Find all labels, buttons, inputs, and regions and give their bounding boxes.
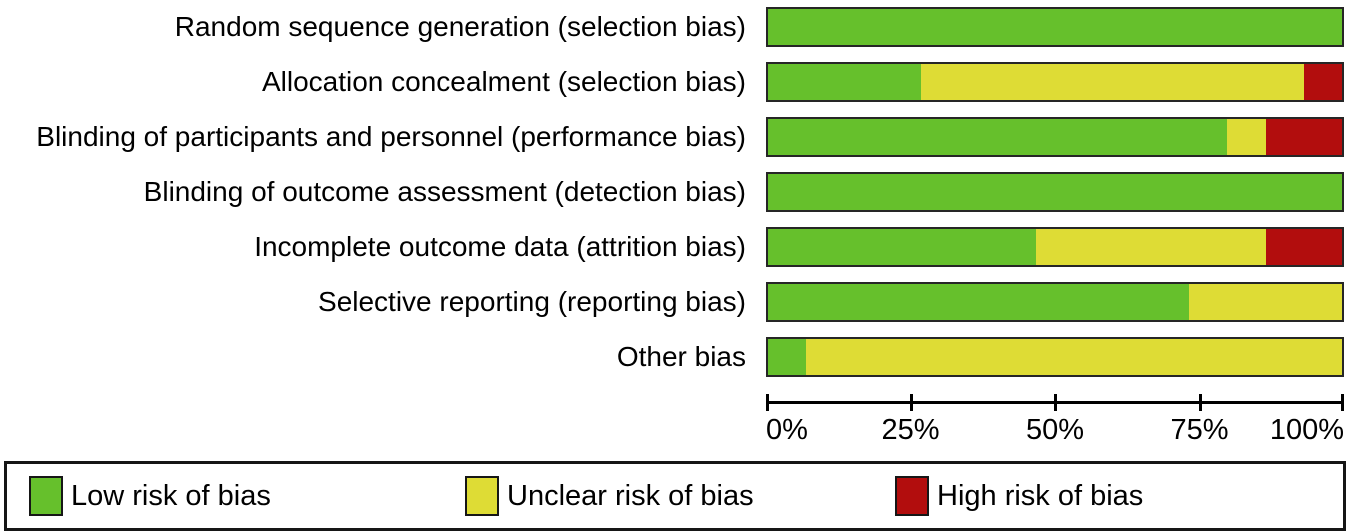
row-label: Allocation concealment (selection bias) [261,66,746,97]
chart-row: Other bias [0,337,1350,377]
legend-label-high: High risk of bias [937,479,1144,512]
axis-tick-label: 0% [766,414,808,446]
axis-tick-label: 100% [1269,414,1344,446]
bar-segment-unclear [1227,119,1266,155]
axis-tick [1198,394,1202,411]
chart-row: Blinding of outcome assessment (detectio… [0,172,1350,212]
legend-swatch-unclear [465,476,499,516]
row-label: Blinding of outcome assessment (detectio… [143,176,746,207]
axis-tick [1054,394,1057,411]
axis-tick [766,394,769,411]
legend-swatch-high [895,476,929,516]
bar-segment-high [1265,119,1342,155]
axis-tick-label: 50% [1025,414,1085,446]
bar-segment-high [1303,64,1342,100]
stacked-bar [766,282,1344,322]
bar-segment-low [768,339,807,375]
stacked-bar [766,337,1344,377]
bar-segment-unclear [1036,229,1266,265]
bar-segment-high [1265,229,1342,265]
row-label: Selective reporting (reporting bias) [318,286,746,317]
legend-label-unclear: Unclear risk of bias [507,479,754,512]
legend-label-low: Low risk of bias [71,479,271,512]
row-label: Blinding of participants and personnel (… [36,121,746,152]
row-label: Random sequence generation (selection bi… [174,11,746,42]
x-axis-row: 0% 25% 50% 75% 100% [0,394,1350,450]
bar-segment-low [768,284,1189,320]
stacked-bar [766,62,1344,102]
legend-item-unclear: Unclear risk of bias [465,464,754,528]
bar-segment-low [768,119,1228,155]
stacked-bar [766,227,1344,267]
chart-row: Selective reporting (reporting bias) [0,282,1350,322]
bar-segment-low [768,64,922,100]
axis-spacer [0,401,766,450]
axis-tick-label: 25% [881,414,940,446]
x-axis: 0% 25% 50% 75% 100% [766,394,1344,450]
stacked-bar [766,7,1344,47]
row-label: Incomplete outcome data (attrition bias) [254,231,746,262]
bar-segment-unclear [806,339,1342,375]
axis-tick [909,394,913,411]
axis-tick-label: 75% [1170,414,1229,446]
stacked-bar [766,172,1344,212]
bar-segment-low [768,229,1037,265]
chart-row: Blinding of participants and personnel (… [0,117,1350,157]
chart-row: Random sequence generation (selection bi… [0,7,1350,47]
axis-tick [1341,394,1344,411]
bar-segment-unclear [1188,284,1342,320]
legend-item-low: Low risk of bias [29,464,271,528]
bar-segment-unclear [921,64,1304,100]
legend: Low risk of bias Unclear risk of bias High… [4,461,1346,531]
stacked-bar [766,117,1344,157]
legend-item-high: High risk of bias [895,464,1143,528]
bar-rows: Random sequence generation (selection bi… [0,7,1350,377]
chart-row: Incomplete outcome data (attrition bias) [0,227,1350,267]
bar-segment-low [768,9,1342,45]
chart-row: Allocation concealment (selection bias) [0,62,1350,102]
legend-swatch-low [29,476,63,516]
bar-segment-low [768,174,1342,210]
row-label: Other bias [616,341,746,372]
